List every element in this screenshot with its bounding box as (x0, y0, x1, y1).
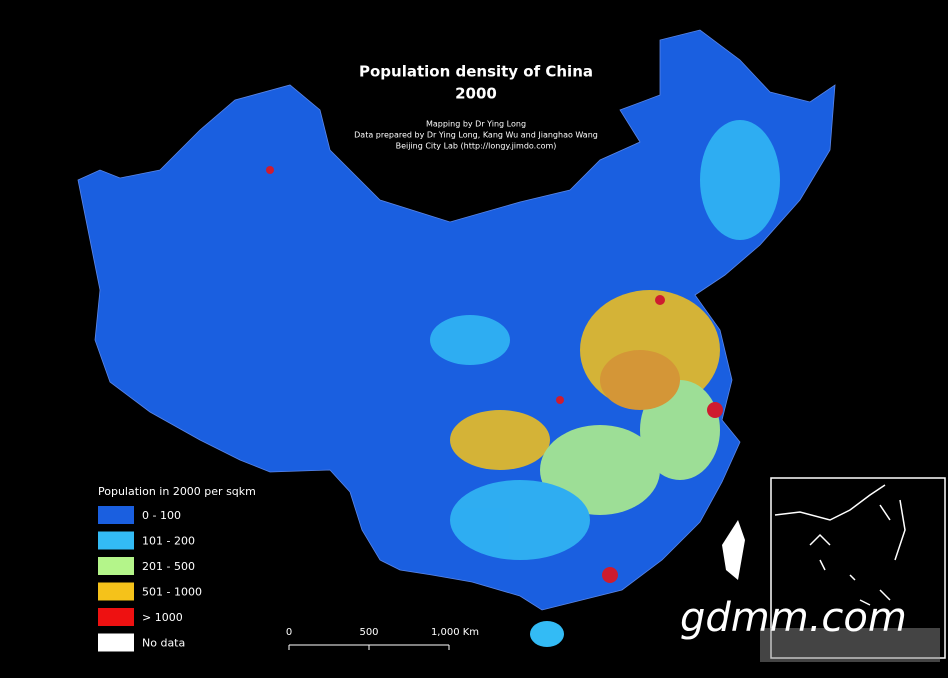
scale-label: 0 (286, 627, 292, 638)
credit-line: Beijing City Lab (http://longy.jimdo.com… (396, 142, 557, 151)
scale-line (288, 644, 450, 650)
legend: 0 - 100 101 - 200 201 - 500 501 - 1000 > 100… (98, 506, 202, 652)
patch (655, 295, 665, 305)
china-map (77, 29, 836, 647)
patch (600, 350, 680, 410)
patch (450, 410, 550, 470)
patch (700, 120, 780, 240)
patch (602, 567, 618, 583)
legend-swatch (98, 582, 134, 601)
map-title: Population density of China (359, 63, 593, 81)
legend-label: 101 - 200 (142, 535, 195, 548)
credits: Mapping by Dr Ying Long Data prepared by … (354, 120, 598, 151)
inset-lines (774, 484, 906, 606)
legend-swatch (98, 633, 134, 652)
patch (556, 396, 564, 404)
legend-swatch (98, 557, 134, 575)
patch (266, 166, 274, 174)
watermark: gdmm.com (680, 595, 907, 641)
density-patches (266, 120, 780, 583)
patch (450, 480, 590, 560)
legend-swatch (98, 506, 134, 524)
legend-title: Population in 2000 per sqkm (98, 485, 256, 498)
legend-label: 501 - 1000 (142, 586, 202, 599)
scale-label: 500 (359, 627, 378, 638)
legend-swatch (98, 531, 134, 550)
map-year: 2000 (455, 85, 497, 103)
credit-line: Mapping by Dr Ying Long (426, 120, 526, 129)
patch (707, 402, 723, 418)
legend-label: 0 - 100 (142, 509, 181, 522)
legend-label: 201 - 500 (142, 560, 195, 573)
legend-swatch (98, 608, 134, 626)
blur-box (760, 628, 940, 662)
legend-label: > 1000 (142, 611, 183, 624)
hainan (530, 621, 564, 647)
taiwan (722, 520, 745, 580)
credit-line: Data prepared by Dr Ying Long, Kang Wu a… (354, 131, 598, 140)
scale-bar: 0 500 1,000 Km (286, 627, 479, 650)
legend-label: No data (142, 637, 185, 650)
patch (430, 315, 510, 365)
scale-label: 1,000 Km (431, 627, 479, 638)
